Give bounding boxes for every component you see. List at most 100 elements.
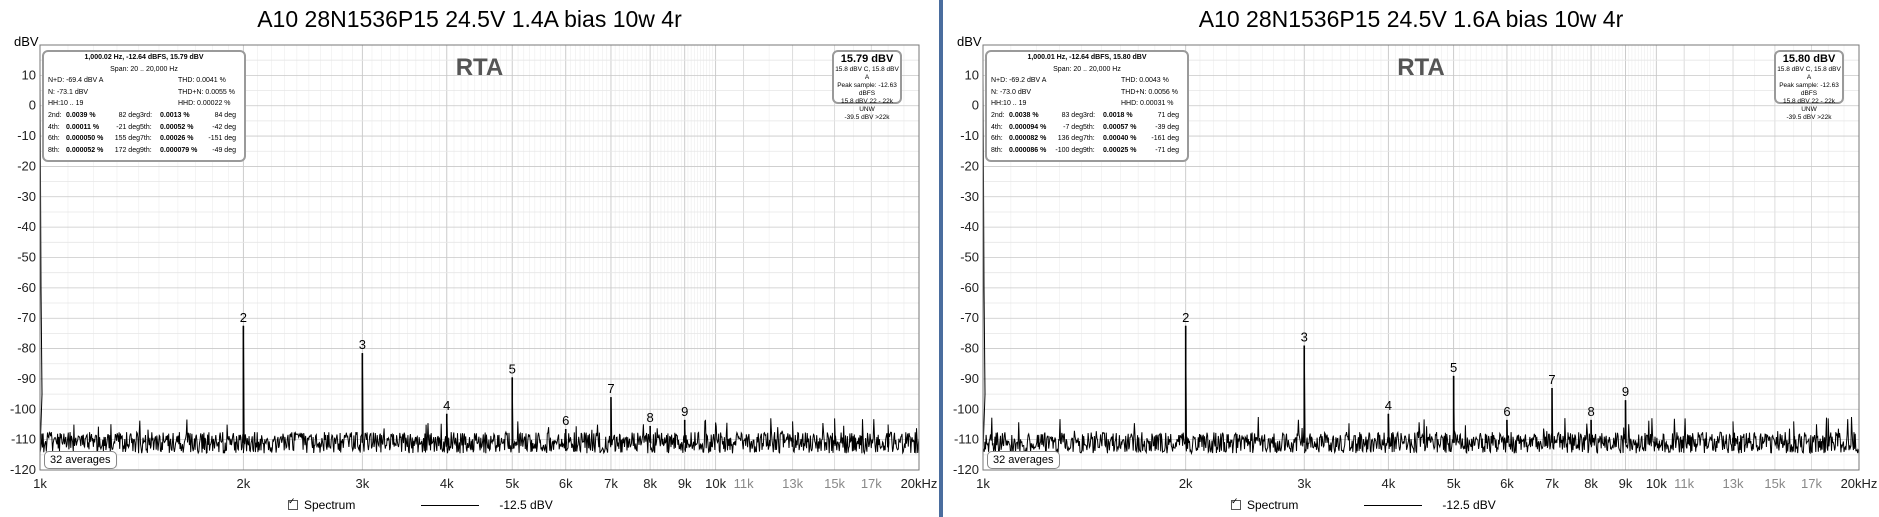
stats-cell: THD+N: 0.0055 % (178, 88, 235, 96)
harmonic-cell: 0.00025 % (1103, 146, 1137, 154)
legend-level: -12.5 dBV (499, 498, 553, 512)
y-tick-label: -80 (17, 341, 36, 356)
x-tick-label: 8k (643, 476, 657, 491)
harmonic-cell: -100 deg (1055, 146, 1083, 154)
x-tick-label: 6k (1500, 476, 1514, 491)
y-tick-label: -30 (960, 189, 979, 204)
y-tick-label: -20 (960, 158, 979, 173)
level-line: 15.8 dBV C, 15.8 dBV A (1777, 66, 1841, 81)
harmonic-cell: 0.0013 % (160, 111, 190, 119)
harmonic-cell: 0.00011 % (66, 123, 100, 131)
harmonic-label: 2 (240, 310, 247, 325)
harmonic-cell: 0.0039 % (66, 111, 96, 119)
x-tick-label: 4k (440, 476, 454, 491)
y-tick-label: -60 (960, 280, 979, 295)
harmonic-cell: 2nd: (991, 111, 1005, 119)
rta-panel-right: A10 28N1536P15 24.5V 1.6A bias 10w 4r dB… (943, 0, 1879, 517)
harmonic-label: 3 (1301, 330, 1308, 345)
harmonic-cell: 0.0018 % (1103, 111, 1133, 119)
stats-row: HH:10 .. 19 HHD: 0.00031 % (987, 98, 1187, 110)
harmonic-row: 4th: 0.00011 % -21 deg 5th: 0.00052 % -42 deg (44, 122, 244, 134)
stats-cell: HH:10 .. 19 (991, 100, 1027, 108)
legend: Spectrum -12.5 dBV (288, 496, 553, 512)
harmonic-cell: -21 deg (116, 123, 140, 131)
level-line: 15.8 dBV 22 - 22k UNW (1782, 98, 1836, 113)
stats-cell: THD+N: 0.0056 % (1121, 88, 1178, 96)
x-tick-label: 10k (705, 476, 726, 491)
harmonic-cell: 0.00040 % (1103, 135, 1137, 143)
x-tick-label: 6k (559, 476, 573, 491)
x-tick-label: 15k (1764, 476, 1785, 491)
harmonic-cell: 4th: (991, 123, 1003, 131)
y-tick-label: -80 (960, 341, 979, 356)
level-readout-box[interactable]: 15.80 dBV 15.8 dBV C, 15.8 dBV A Peak sa… (1774, 50, 1844, 121)
legend-line-swatch (421, 504, 480, 506)
x-tick-label: 20kHz (901, 476, 938, 491)
harmonic-cell: 7th: (1083, 135, 1095, 143)
distortion-stats-box[interactable]: 1,000.02 Hz, -12.64 dBFS, 15.79 dBV Span… (42, 50, 246, 162)
harmonic-cell: 9th: (140, 146, 152, 154)
spectrum-checkbox[interactable] (1231, 496, 1241, 510)
stats-cell: HHD: 0.00022 % (178, 100, 231, 108)
y-tick-label: -90 (17, 371, 36, 386)
harmonic-cell: 8th: (48, 146, 60, 154)
x-tick-label: 20kHz (1841, 476, 1878, 491)
legend-series-label: Spectrum (304, 498, 356, 512)
harmonic-label: 8 (647, 410, 654, 425)
stats-row: N+D: -69.2 dBV A THD: 0.0043 % (987, 75, 1187, 87)
harmonic-cell: -161 deg (1151, 135, 1179, 143)
spectrum-plot[interactable]: 2 3 4 5 6 7 8 9 10 0 -10 -20 -30 -40 -50 -60 -70 -80 -90 -1… (0, 0, 939, 517)
y-tick-label: -20 (17, 158, 36, 173)
harmonic-label: 6 (1503, 404, 1510, 419)
x-tick-label: 3k (1297, 476, 1311, 491)
averages-badge[interactable]: 32 averages (987, 451, 1060, 469)
harmonic-label: 8 (1587, 404, 1594, 419)
y-tick-label: -10 (17, 128, 36, 143)
y-tick-label: -70 (17, 310, 36, 325)
level-line: 15.8 dBV 22 - 22k UNW (840, 98, 894, 113)
legend-line-swatch (1364, 504, 1423, 506)
y-tick-label: -120 (953, 462, 979, 477)
y-tick-label: -70 (960, 310, 979, 325)
stats-span: Span: 20 .. 20,000 Hz (110, 65, 178, 73)
distortion-stats-box[interactable]: 1,000.01 Hz, -12.64 dBFS, 15.80 dBV Span… (985, 50, 1189, 162)
harmonic-cell: 0.000086 % (1009, 146, 1047, 154)
x-tick-label: 4k (1382, 476, 1396, 491)
level-readout-box[interactable]: 15.79 dBV 15.8 dBV C, 15.8 dBV A Peak sa… (832, 50, 902, 121)
stats-row: HH:10 .. 19 HHD: 0.00022 % (44, 98, 244, 110)
stats-fundamental: 1,000.01 Hz, -12.64 dBFS, 15.80 dBV (1027, 54, 1147, 61)
averages-badge[interactable]: 32 averages (44, 451, 117, 469)
level-line: -39.5 dBV >22k (1786, 114, 1832, 121)
harmonic-cell: 4th: (48, 123, 60, 131)
level-line: Peak sample: -12.63 dBFS (837, 82, 897, 97)
spectrum-checkbox[interactable] (288, 496, 298, 510)
plot-frame (982, 44, 1860, 471)
level-main: 15.80 dBV (1782, 53, 1836, 65)
rta-label: RTA (1397, 54, 1445, 81)
level-line: -39.5 dBV >22k (844, 114, 890, 121)
harmonic-cell: 7th: (140, 135, 152, 143)
harmonic-cell: 136 deg (1057, 135, 1083, 143)
x-tick-label: 13k (782, 476, 803, 491)
level-main: 15.79 dBV (840, 53, 894, 65)
x-tick-label: 7k (604, 476, 618, 491)
harmonic-label: 4 (443, 398, 450, 413)
harmonic-cell: 0.00052 % (160, 123, 194, 131)
harmonic-cell: 6th: (48, 135, 60, 143)
harmonic-cell: 0.00026 % (160, 135, 194, 143)
y-tick-label: -100 (10, 401, 36, 416)
harmonic-cell: 0.000050 % (66, 135, 104, 143)
pane-divider[interactable] (939, 0, 943, 517)
x-tick-label: 8k (1584, 476, 1598, 491)
x-tick-label: 13k (1723, 476, 1744, 491)
y-tick-label: -50 (960, 250, 979, 265)
legend-series-label: Spectrum (1247, 498, 1299, 512)
harmonic-label: 4 (1385, 398, 1392, 413)
spectrum-plot[interactable]: 2 3 4 5 6 7 8 9 10 0 -10 -20 -30 -40 -50 -60 -70 -80 -90 -1… (943, 0, 1879, 517)
y-tick-label: -110 (11, 432, 36, 447)
harmonic-cell: -7 deg (1063, 123, 1083, 131)
harmonic-row: 2nd: 0.0039 % 82 deg 3rd: 0.0013 % 84 deg (44, 110, 244, 122)
x-tick-label: 11k (1674, 476, 1694, 491)
harmonic-label: 9 (681, 404, 688, 419)
x-tick-label: 1k (976, 476, 990, 491)
